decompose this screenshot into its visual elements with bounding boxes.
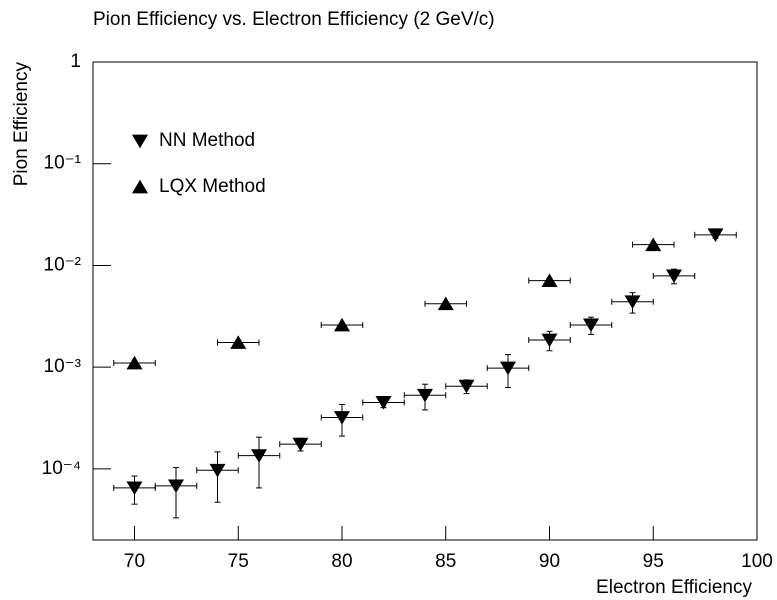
x-tick-label: 85 bbox=[435, 551, 456, 572]
point bbox=[541, 333, 558, 348]
legend-label: NN Method bbox=[159, 130, 255, 151]
point bbox=[437, 296, 454, 311]
x-axis-label: Electron Efficiency bbox=[596, 577, 752, 598]
point bbox=[126, 355, 143, 370]
x-tick-label: 80 bbox=[331, 551, 352, 572]
point bbox=[251, 449, 267, 463]
plot-frame bbox=[92, 61, 758, 541]
point bbox=[230, 335, 247, 349]
y-tick-label: 10⁻¹ bbox=[44, 153, 82, 174]
point bbox=[209, 463, 226, 478]
point bbox=[334, 317, 350, 332]
x-tick-label: 90 bbox=[539, 551, 560, 572]
y-tick-label: 10⁻² bbox=[44, 254, 82, 275]
y-tick-label: 10⁻³ bbox=[44, 356, 82, 377]
y-axis-label: Pion Efficiency bbox=[11, 62, 32, 187]
point bbox=[334, 411, 350, 425]
x-tick-label: 75 bbox=[228, 551, 249, 572]
point bbox=[500, 361, 516, 376]
point bbox=[624, 295, 641, 309]
point bbox=[541, 273, 558, 287]
y-tick-label: 10⁻⁴ bbox=[42, 458, 81, 479]
point bbox=[458, 379, 475, 394]
point bbox=[292, 437, 309, 452]
point bbox=[666, 269, 682, 284]
x-tick-label: 100 bbox=[741, 551, 773, 572]
point bbox=[375, 396, 392, 410]
point bbox=[707, 228, 724, 243]
point bbox=[645, 237, 662, 252]
y-tick-label: 1 bbox=[70, 51, 81, 72]
x-tick-label: 95 bbox=[643, 551, 664, 572]
point bbox=[126, 481, 143, 496]
point bbox=[583, 318, 599, 333]
point bbox=[417, 388, 433, 403]
legend-label: LQX Method bbox=[159, 176, 266, 197]
legend-marker bbox=[132, 179, 148, 194]
x-tick-label: 70 bbox=[124, 551, 145, 572]
chart-title: Pion Efficiency vs. Electron Efficiency … bbox=[93, 9, 495, 30]
legend-marker bbox=[132, 134, 148, 149]
point bbox=[168, 479, 184, 494]
